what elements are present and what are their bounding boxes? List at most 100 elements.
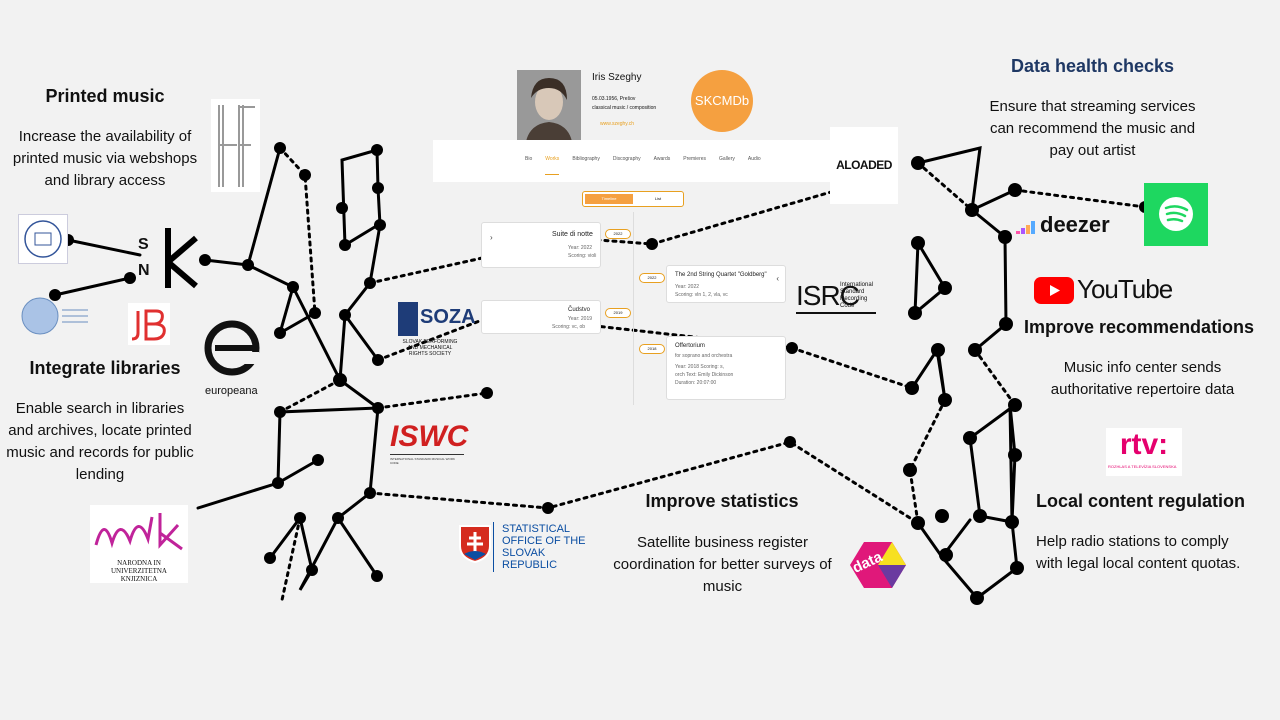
- data-health-title: Data health checks: [1010, 56, 1175, 76]
- toggle-list[interactable]: List: [654, 196, 662, 201]
- nuk-icon: [94, 513, 183, 551]
- jb-logo: [128, 303, 170, 345]
- work-card[interactable]: The 2nd String Quartet "Goldberg" Year: …: [666, 265, 786, 303]
- network-node: [911, 236, 925, 250]
- network-node: [784, 436, 796, 448]
- iswc-sub: INTERNATIONAL STANDARD MUSICAL WORK CODE: [390, 454, 464, 465]
- work-title: The 2nd String Quartet "Goldberg": [675, 272, 767, 278]
- network-node: [911, 516, 925, 530]
- rtvs-logo: rtv: ROZHLAS A TELEVÍZIA SLOVENSKA: [1106, 428, 1182, 476]
- isrc-sub: International Standard Recording Code: [840, 282, 874, 309]
- network-node: [274, 142, 286, 154]
- isrc-text: ISRC: [796, 280, 860, 311]
- network-node: [905, 381, 919, 395]
- composer-site[interactable]: www.szeghy.ch: [600, 121, 635, 127]
- spotify-logo: [1144, 183, 1208, 246]
- nuk-logo: NARODNA IN UNIVERZITETNA KNJIZNICA: [90, 505, 188, 583]
- stat-office-label: STATISTICAL OFFICE OF THE SLOVAK REPUBLI…: [502, 523, 586, 571]
- snk-s: S: [138, 236, 149, 253]
- network-node: [372, 182, 384, 194]
- profile-nav-bar: Bio Works Bibliography Discography Award…: [433, 140, 833, 182]
- view-toggle[interactable]: Timeline List: [582, 191, 684, 207]
- rtv-sub: ROZHLAS A TELEVÍZIA SLOVENSKA: [1108, 464, 1177, 469]
- work-card[interactable]: Čudstvo Year: 2019 Scoring: vc, ob: [481, 300, 601, 334]
- network-node: [938, 393, 952, 407]
- composer-name: Iris Szeghy: [592, 72, 642, 83]
- network-node: [336, 202, 348, 214]
- network-node: [968, 343, 982, 357]
- snk-k-logo: [160, 226, 202, 297]
- iswc-logo: ISWC INTERNATIONAL STANDARD MUSICAL WORK…: [390, 420, 468, 474]
- network-node: [242, 259, 254, 271]
- network-node: [963, 431, 977, 445]
- network-node: [1008, 398, 1022, 412]
- network-node: [999, 317, 1013, 331]
- network-node: [306, 564, 318, 576]
- tab-audio[interactable]: Audio: [747, 156, 761, 162]
- work-title: Čudstvo: [568, 307, 591, 313]
- chevron-left-icon[interactable]: ‹: [776, 274, 779, 283]
- work-title: Suite di notte: [552, 231, 593, 238]
- network-node: [339, 239, 351, 251]
- network-node: [1010, 561, 1024, 575]
- tab-discography[interactable]: Discography: [612, 156, 641, 162]
- integrate-libraries-title: Integrate libraries: [29, 358, 181, 378]
- local-content-title: Local content regulation: [1036, 491, 1246, 511]
- composer-birth: 05.03.1956, Prešov: [592, 96, 636, 102]
- network-node: [287, 281, 299, 293]
- europeana-label: europeana: [205, 385, 258, 397]
- improve-recommendations-title: Improve recommendations: [1024, 317, 1255, 337]
- toggle-timeline[interactable]: Timeline: [585, 194, 633, 204]
- tab-awards[interactable]: Awards: [653, 156, 671, 162]
- network-node: [274, 327, 286, 339]
- tab-works[interactable]: Works: [545, 156, 560, 175]
- work-card[interactable]: Offertorium for soprano and orchestra Ye…: [666, 336, 786, 400]
- work-card[interactable]: Suite di notte Year: 2022 Scoring: violi…: [481, 222, 601, 268]
- nuk-label: NARODNA IN UNIVERZITETNA KNJIZNICA: [111, 559, 167, 583]
- europeana-logo: [203, 318, 261, 385]
- work-title: Offertorium: [675, 343, 705, 349]
- deezer-text: deezer: [1040, 212, 1110, 237]
- svk-library-icon: [21, 297, 88, 335]
- network-node: [1008, 183, 1022, 197]
- tab-bibliography[interactable]: Bibliography: [572, 156, 600, 162]
- year-badge: 2019: [605, 308, 631, 318]
- tab-gallery[interactable]: Gallery: [719, 156, 735, 162]
- year-badge: 2022: [639, 273, 665, 283]
- tab-bio[interactable]: Bio: [525, 156, 533, 162]
- hf-logo-icon: [218, 105, 255, 187]
- library-seal-icon: [24, 220, 62, 258]
- improve-statistics-desc: Satellite business register coordination…: [613, 534, 832, 595]
- network-node: [274, 406, 286, 418]
- network-node: [264, 552, 276, 564]
- network-node: [364, 277, 376, 289]
- work-meta: for soprano and orchestra: [675, 353, 733, 359]
- jb-logo-icon: [131, 309, 166, 341]
- data-hexagon-icon: [850, 542, 906, 588]
- tab-premieres[interactable]: Premieres: [683, 156, 707, 162]
- deezer-logo: [1016, 215, 1038, 240]
- network-node: [1008, 448, 1022, 462]
- network-node: [372, 354, 384, 366]
- network-node: [372, 402, 384, 414]
- improve-recommendations-desc: Music info center sends authoritative re…: [1050, 359, 1235, 398]
- network-node: [333, 373, 347, 387]
- network-node: [931, 343, 945, 357]
- skcmdb-logo: SKCMDb: [691, 70, 753, 132]
- network-node: [299, 169, 311, 181]
- network-node: [646, 238, 658, 250]
- network-node: [786, 342, 798, 354]
- dashed-link: [278, 146, 1147, 602]
- year-badge: 2018: [639, 344, 665, 354]
- soza-mark-icon: [398, 302, 418, 336]
- work-scoring: Scoring: vln 1, 2, vla, vc: [675, 292, 728, 298]
- hf-logo: [211, 99, 260, 192]
- network-line: [910, 146, 1019, 600]
- data-logo: data: [848, 540, 906, 595]
- work-meta: Year: 2022: [568, 245, 593, 251]
- network-node: [965, 203, 979, 217]
- chevron-right-icon[interactable]: ›: [490, 233, 493, 242]
- printed-music-desc: Increase the availability of printed mus…: [12, 128, 198, 189]
- aloaded-logo: ALOADED: [830, 127, 898, 204]
